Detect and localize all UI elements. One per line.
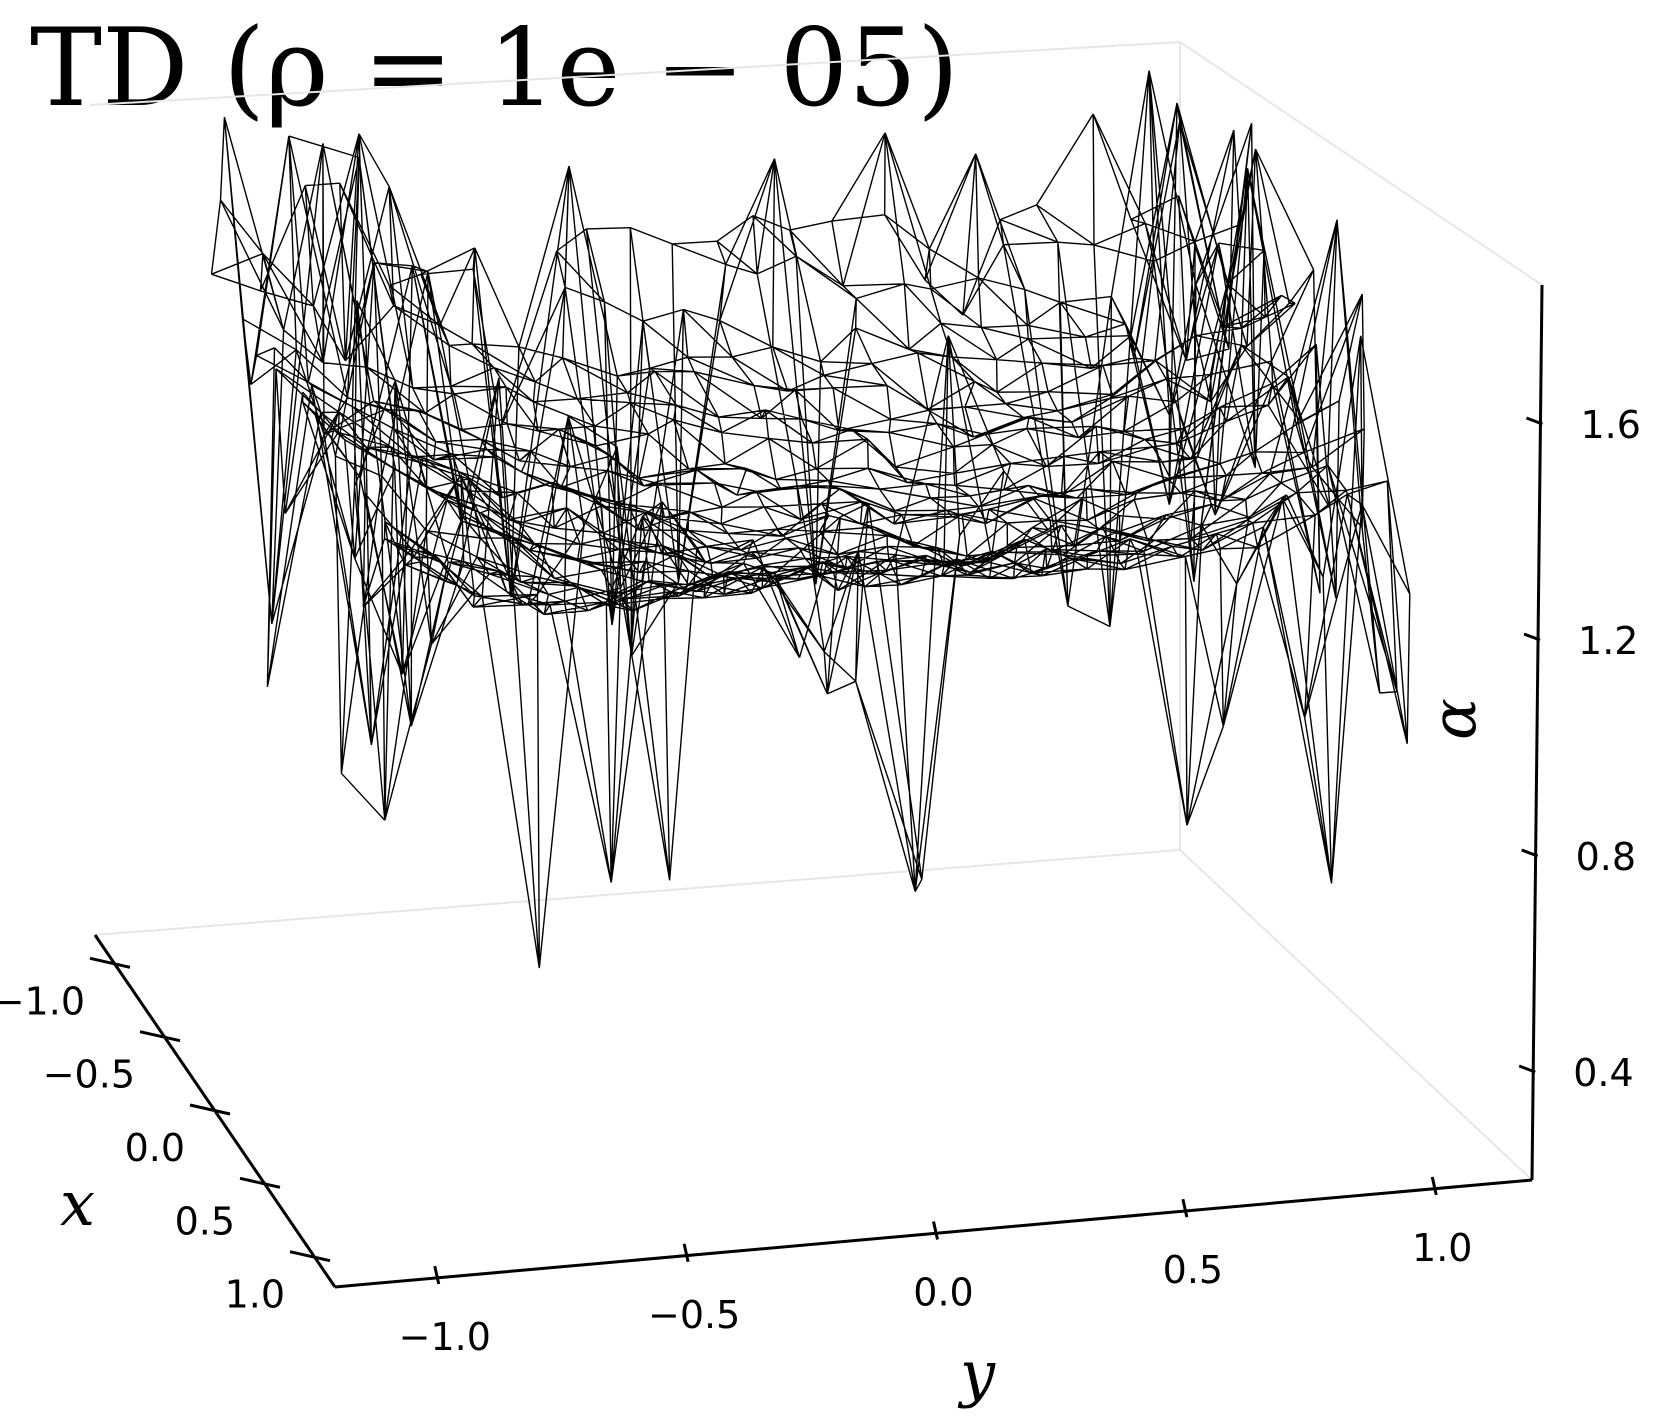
x-tick-mark [189,1103,231,1116]
y-axis-line [334,1178,1533,1289]
surface-mesh [210,70,1411,969]
x-tick-mark [239,1176,281,1189]
x-tick-mark [289,1250,331,1263]
x-tick-label: 0.5 [175,1199,235,1243]
y-tick-label: 0.5 [1163,1248,1223,1292]
y-tick-label: 1.0 [1412,1226,1472,1270]
pane-edge-top-back [89,41,1181,106]
surface-wireframe [210,70,1411,969]
x-tick-label: 0.0 [125,1126,185,1170]
x-tick-label: −0.5 [43,1053,135,1097]
x-tick-mark [89,956,131,969]
chart-title: TD (ρ = 1e − 05) [30,6,959,131]
y-tick-label: −0.5 [648,1293,740,1337]
x-axis-label: x [60,1167,95,1240]
y-tick-label: 0.0 [913,1271,973,1315]
y-tick-mark [682,1243,690,1263]
y-tick-mark [932,1221,939,1240]
x-tick-mark [139,1030,181,1043]
z-tick-label: 0.8 [1576,835,1636,879]
z-tick-mark [1521,848,1539,858]
x-tick-label: 1.0 [225,1273,285,1317]
z-tick-mark [1518,1064,1536,1074]
z-tick-mark [1525,416,1543,426]
ticks: −1.0 −0.5 0.0 0.5 1.0 −1.0 −0.5 0.0 0.5 1.0 0.4 0.8… [0,403,1641,1359]
pane-edge-top-right [1179,41,1543,286]
z-tick-label: 0.4 [1573,1051,1633,1095]
y-tick-mark [1181,1198,1189,1218]
y-tick-mark [1430,1176,1438,1196]
y-tick-label: −1.0 [399,1315,491,1359]
z-axis-label: α [1417,698,1490,740]
y-tick-mark [433,1265,441,1285]
y-axis-label: y [957,1337,996,1410]
x-tick-label: −1.0 [0,979,85,1023]
pane-edge-bottom-back [94,849,1181,936]
z-axis-line [1530,284,1544,1181]
z-tick-label: 1.2 [1578,619,1638,663]
pane-edge-bottom-right [1179,849,1533,1181]
z-tick-label: 1.6 [1580,403,1640,447]
z-tick-mark [1523,632,1541,642]
